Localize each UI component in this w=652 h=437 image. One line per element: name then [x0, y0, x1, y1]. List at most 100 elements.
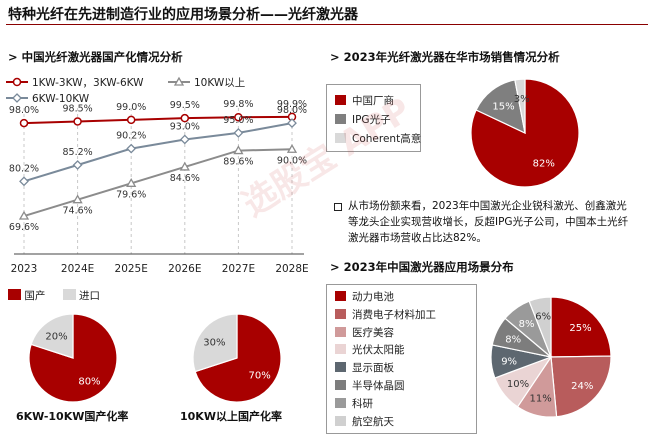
pie-slice-label: 3% [514, 94, 530, 105]
market-commentary-text: 从市场份额来看，2023年中国激光企业锐科激光、创鑫激光等龙头企业实现营收增长，… [348, 200, 629, 244]
pie-slice-label: 8% [519, 319, 535, 330]
legend-swatch [335, 133, 346, 143]
data-label: 89.6% [223, 157, 253, 168]
section-title-applications: >2023年中国激光器应用场景分布 [330, 260, 514, 274]
pie-slice-label: 9% [501, 356, 517, 367]
legend-label: 医疗美容 [352, 326, 394, 339]
data-label: 90.2% [116, 131, 146, 142]
legend-swatch [335, 95, 346, 105]
data-label: 85.2% [63, 147, 93, 158]
legend-swatch [335, 415, 346, 426]
legend-label: 科研 [352, 397, 373, 410]
data-label: 99.5% [170, 100, 200, 111]
data-point [179, 161, 190, 171]
pie-slice-label: 8% [505, 335, 521, 346]
legend-swatch [335, 326, 346, 337]
data-label: 98.5% [63, 103, 93, 114]
x-tick-label: 2025E [115, 263, 148, 275]
legend-label: IPG光子 [352, 114, 391, 126]
pie-slice [30, 313, 74, 359]
applications-pie: 25%24%11%10%9%8%8%6% [490, 296, 612, 418]
pie-slice-label: 20% [45, 331, 67, 342]
legend-swatch [335, 308, 346, 319]
legend-item: IPG光子 [335, 112, 391, 127]
legend-label: 消费电子材料加工 [352, 308, 436, 321]
data-label: 99.9% [277, 99, 307, 110]
data-point [72, 160, 83, 170]
pie-slice-label: 10% [507, 379, 529, 390]
legend-label: Coherent高意 [352, 133, 422, 145]
data-point [126, 115, 136, 125]
page-title: 特种光纤在先进制造行业的应用场景分析——光纤激光器 [8, 7, 358, 23]
data-point [173, 76, 185, 86]
pie-slice-label: 70% [249, 370, 271, 381]
pie-slice-label: 80% [78, 377, 100, 388]
data-label: 99.8% [223, 99, 253, 110]
legend-label: 半导体晶圆 [352, 380, 405, 392]
series-line [23, 148, 293, 217]
pie-slice-label: 30% [203, 338, 225, 349]
data-point [179, 134, 190, 145]
pie-legend: 国产 进口 [8, 288, 100, 303]
pie-slice-label: 82% [533, 159, 555, 170]
legend-label-import: 进口 [79, 290, 101, 302]
data-label: 95.0% [223, 115, 253, 126]
legend-label: 航空航天 [352, 415, 394, 428]
data-point [126, 177, 137, 187]
pie-slice [192, 313, 238, 373]
data-label: 90.0% [277, 155, 307, 166]
legend-item: 科研 [335, 396, 373, 411]
x-tick-label: 2024E [61, 263, 94, 275]
legend-label: 光伏太阳能 [352, 344, 405, 357]
x-tick-label: 2028E [275, 263, 308, 275]
legend-series-name: 10KW以上 [194, 77, 245, 89]
data-point [12, 93, 22, 103]
legend-item: 动力电池 [335, 289, 394, 304]
pie-slice-label: 15% [492, 101, 514, 112]
x-tick-label: 2026E [168, 263, 201, 275]
legend-swatch [335, 114, 346, 124]
legend-item: 航空航天 [335, 414, 394, 429]
legend-item: Coherent高意 [335, 131, 421, 146]
pie-slice-label: 25% [569, 323, 591, 334]
pie-10kw-plus: 70% 30% [192, 313, 282, 403]
series-line [23, 115, 293, 125]
pie-slice [514, 78, 526, 134]
series-line [23, 122, 293, 183]
section-applications-text: 2023年中国激光器应用场景分布 [343, 260, 514, 274]
data-point [19, 118, 29, 128]
x-tick-label: 2027E [222, 263, 255, 275]
applications-legend-box: 动力电池消费电子材料加工 医疗美容光伏太阳能显示面板半导体晶圆科研航空航天 [326, 284, 477, 434]
legend-swatch [335, 291, 346, 301]
data-label: 79.6% [116, 189, 146, 200]
data-label: 98.0% [9, 105, 39, 116]
section-market-text: 2023年光纤激光器在华市场销售情况分析 [343, 50, 560, 64]
data-label: 74.6% [63, 206, 93, 217]
section-localization-text: 中国光纤激光器国产化情况分析 [21, 50, 183, 64]
legend-swatch-import [62, 289, 76, 300]
data-label: 98.0% [277, 105, 307, 116]
legend-swatch [335, 362, 346, 373]
market-legend-box: 中国厂商 IPG光子 Coherent高意 [326, 84, 421, 152]
pie-10kw-plus-title: 10KW以上国产化率 [180, 410, 282, 423]
pie-slice [550, 355, 612, 418]
pie-slice-label: 6% [535, 312, 551, 323]
legend-item: 中国厂商 [335, 93, 394, 108]
data-label: 80.2% [9, 163, 39, 174]
legend-series-name: 1KW-3KW，3KW-6KW [32, 77, 144, 89]
data-point [72, 194, 83, 204]
localization-line-chart: 2023 2024E 2025E 2026E 2027E 2028E 1KW-3KW，3KW… [6, 76, 309, 275]
pie-slice-label: 24% [571, 381, 593, 392]
data-label: 99.0% [116, 102, 146, 113]
data-label: 93.0% [170, 121, 200, 132]
legend-label: 显示面板 [352, 362, 394, 375]
pie-slice [475, 79, 526, 135]
data-label: 69.6% [9, 222, 39, 233]
data-point [234, 112, 243, 122]
legend-label-domestic: 国产 [24, 290, 46, 302]
legend-item: 半导体晶圆 [335, 378, 405, 393]
legend-item: 显示面板 [335, 360, 394, 375]
data-point [126, 143, 137, 154]
pie-slice [528, 296, 552, 358]
data-point [180, 113, 190, 123]
